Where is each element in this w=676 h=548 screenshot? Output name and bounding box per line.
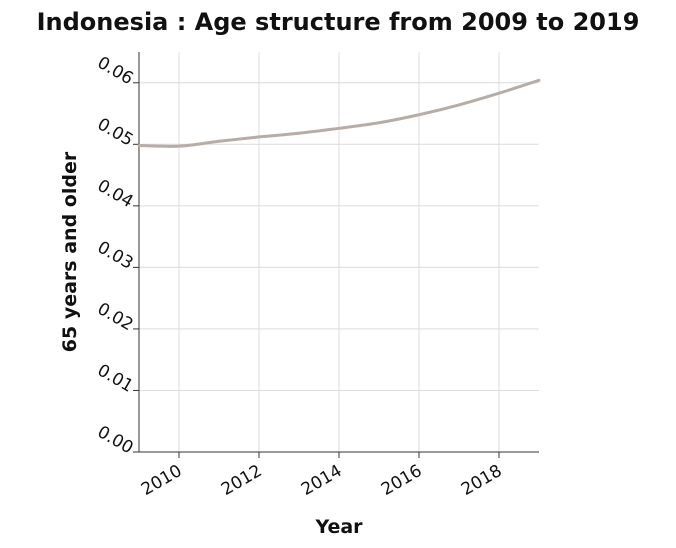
y-tick-label: 0.03 xyxy=(94,237,137,273)
axes xyxy=(133,52,539,458)
y-tick-label: 0.04 xyxy=(94,176,137,212)
x-tick-label: 2016 xyxy=(378,461,425,500)
y-tick-label: 0.02 xyxy=(94,299,137,335)
grid xyxy=(139,52,539,453)
y-tick-label: 0.00 xyxy=(94,422,137,458)
y-tick-label: 0.06 xyxy=(94,53,137,89)
y-axis-label: 65 years and older xyxy=(59,151,81,352)
y-tick-label: 0.05 xyxy=(94,114,137,150)
chart-title: Indonesia : Age structure from 2009 to 2… xyxy=(36,8,640,36)
series-line-0 xyxy=(137,78,541,148)
x-tick-labels: 2010 2012 2014 2016 2018 xyxy=(138,461,505,500)
x-tick-label: 2010 xyxy=(138,461,185,500)
x-tick-label: 2014 xyxy=(298,461,345,500)
series-lines xyxy=(137,78,541,148)
x-tick-label: 2012 xyxy=(218,461,265,500)
x-axis-label: Year xyxy=(314,516,363,538)
y-tick-labels: 0.00 0.01 0.02 0.03 0.04 0.05 0.06 xyxy=(94,53,137,458)
x-tick-label: 2018 xyxy=(458,461,505,500)
y-tick-label: 0.01 xyxy=(94,361,137,397)
